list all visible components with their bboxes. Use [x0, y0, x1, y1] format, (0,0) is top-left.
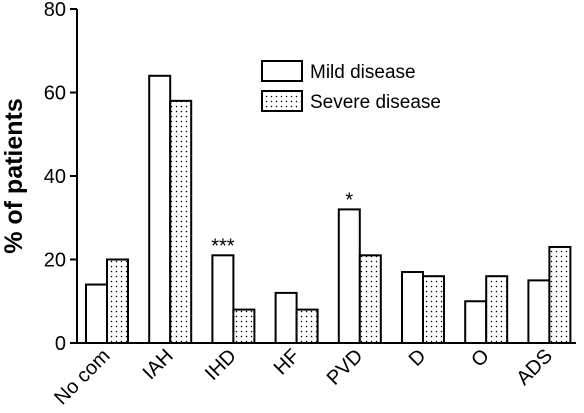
- bar-mild-no-com: [85, 283, 108, 344]
- bar-mild-ads: [527, 279, 551, 344]
- x-tick-label: IHD: [201, 345, 241, 385]
- y-tick-label: 80: [44, 0, 66, 21]
- bar-mild-ihd: [211, 254, 235, 344]
- bar-severe-ads: [548, 245, 572, 345]
- legend-label: Severe disease: [310, 92, 441, 113]
- x-tick-label: PVD: [323, 345, 368, 390]
- y-tick-label: 40: [44, 166, 66, 188]
- y-tick-label: 20: [44, 250, 66, 272]
- bar-severe-o: [485, 275, 509, 345]
- bar-severe-ihd: [232, 308, 256, 345]
- y-tick-label: 60: [44, 83, 66, 105]
- legend: Mild disease Severe disease: [261, 60, 441, 113]
- x-tick-label: IAH: [139, 345, 178, 384]
- bar-severe-d: [422, 275, 445, 345]
- bar-severe-iah: [169, 99, 193, 344]
- x-tick-label: ADS: [512, 345, 557, 390]
- bar-mild-pvd: [337, 208, 361, 344]
- bars: [85, 74, 572, 345]
- x-tick-label: D: [405, 345, 431, 371]
- legend-swatch: [261, 90, 303, 112]
- y-axis-label: % of patients: [0, 98, 28, 254]
- bar-mild-d: [401, 271, 424, 344]
- bar-severe-pvd: [358, 254, 382, 344]
- bar-mild-iah: [148, 74, 172, 345]
- x-tick-label: HF: [270, 345, 304, 379]
- significance-annotation: *: [345, 189, 353, 211]
- bar-severe-no-com: [106, 258, 129, 344]
- bar-mild-hf: [274, 291, 298, 344]
- x-tick-label: O: [467, 345, 494, 372]
- y-tick-label: 0: [55, 333, 66, 355]
- significance-annotation: ***: [211, 235, 235, 257]
- legend-label: Mild disease: [310, 62, 416, 83]
- legend-swatch: [261, 60, 303, 82]
- bar-severe-hf: [295, 308, 319, 345]
- bar-mild-o: [464, 300, 488, 344]
